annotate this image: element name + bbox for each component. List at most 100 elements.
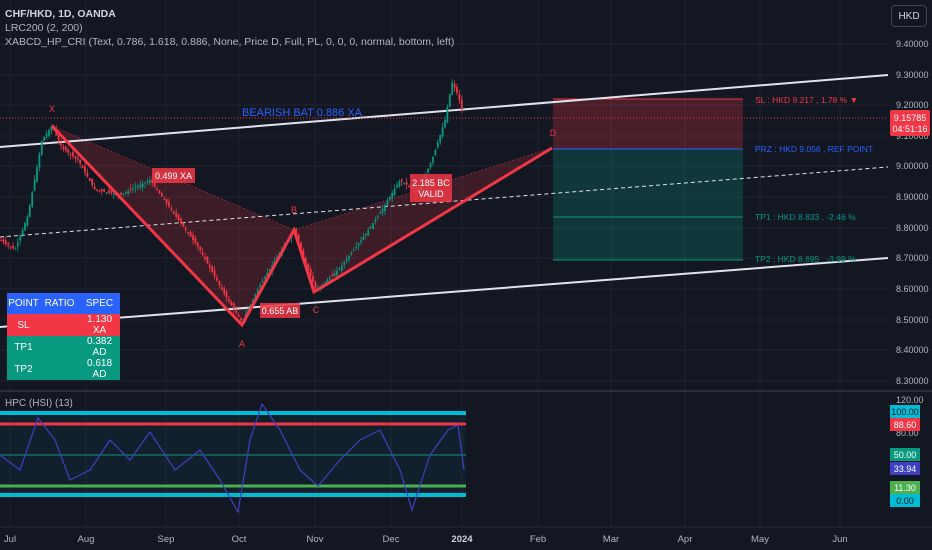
- time-label: Nov: [307, 534, 324, 545]
- candle-body: [76, 157, 79, 160]
- candle-body: [220, 287, 223, 290]
- price-axis[interactable]: 9.40000 9.30000 9.20000 9.00000 8.90000 …: [896, 39, 929, 386]
- ratio-bc-text: 2.185 BC: [412, 178, 450, 188]
- symbol-title[interactable]: CHF/HKD, 1D, OANDA: [5, 8, 116, 20]
- candle-body: [146, 181, 149, 183]
- candle-body: [254, 294, 257, 300]
- candle-body: [384, 205, 386, 211]
- osc-badge-text: 0.00: [896, 496, 914, 506]
- candle-body: [14, 248, 17, 250]
- candle-body: [172, 211, 175, 214]
- candle-body: [74, 156, 77, 159]
- candle-body: [120, 192, 122, 195]
- osc-badge-text: 33.94: [894, 464, 917, 474]
- candle-body: [345, 259, 348, 261]
- candle-body: [427, 168, 430, 173]
- table-row: TP2 0.618 AD: [7, 358, 120, 380]
- time-label: Mar: [603, 534, 619, 545]
- table-row: TP1 0.382 AD: [7, 336, 120, 358]
- header-cell: POINT: [7, 293, 40, 314]
- candle-body: [67, 149, 70, 153]
- candle-body: [216, 277, 218, 281]
- candle-body: [388, 197, 391, 200]
- candle-body: [367, 230, 370, 236]
- time-label: Jun: [832, 534, 847, 545]
- candle-body: [103, 189, 106, 192]
- candle-body: [458, 94, 461, 101]
- regression-lower-line[interactable]: [0, 257, 889, 328]
- candle-body: [360, 240, 362, 243]
- candle-body: [448, 93, 451, 107]
- candle-body: [153, 180, 156, 187]
- candle-body: [81, 165, 84, 169]
- candle-body: [36, 166, 38, 182]
- candle-body: [300, 242, 302, 251]
- candle-body: [139, 184, 142, 188]
- candle-body: [201, 252, 204, 255]
- candle-body: [192, 235, 194, 241]
- regression-upper-line[interactable]: [0, 74, 889, 148]
- candle-body: [374, 219, 377, 222]
- header-cell: RATIO: [40, 293, 79, 314]
- pattern-legs[interactable]: [50, 124, 553, 328]
- candle-body: [57, 134, 60, 141]
- ratio-ab-box: [260, 303, 300, 318]
- tp2-label: TP2 : HKD 8.695 , -3.99 %: [755, 254, 856, 264]
- candle-body: [340, 265, 343, 271]
- time-axis[interactable]: Jul Aug Sep Oct Nov Dec 2024 Feb Mar Apr…: [4, 534, 848, 545]
- point-d-label: D: [550, 128, 557, 138]
- price-tick: 8.70000: [896, 253, 929, 263]
- current-price-badge: [890, 110, 930, 136]
- currency-button[interactable]: HKD: [891, 5, 927, 27]
- candle-body: [91, 178, 94, 185]
- oscillator-line: [0, 402, 465, 514]
- candle-body: [7, 243, 10, 246]
- candle-body: [132, 188, 134, 190]
- candle-body: [331, 274, 334, 276]
- time-label: Feb: [530, 534, 546, 545]
- time-label: Oct: [232, 534, 247, 545]
- candle-body: [393, 189, 396, 196]
- candle-body: [314, 282, 317, 289]
- indicator-xabcd-legend[interactable]: XABCD_HP_CRI (Text, 0.786, 1.618, 0.886,…: [5, 36, 455, 48]
- candle-body: [398, 181, 401, 187]
- candle-body: [9, 246, 12, 248]
- candle-body: [182, 222, 185, 227]
- ratio-cell: [40, 336, 79, 358]
- time-label: May: [751, 534, 769, 545]
- candle-body: [343, 262, 346, 266]
- spec-table-header: POINT RATIO SPEC: [7, 293, 120, 314]
- price-tick: 9.30000: [896, 70, 929, 80]
- candle-body: [79, 159, 82, 164]
- candle-body: [261, 280, 264, 283]
- price-tick: 8.60000: [896, 284, 929, 294]
- candle-body: [297, 234, 300, 244]
- candle-body: [136, 186, 139, 188]
- indicator-lrc-legend[interactable]: LRC200 (2, 200): [5, 22, 83, 34]
- candle-body: [206, 256, 209, 264]
- candle-body: [199, 246, 202, 251]
- point-cell: SL: [7, 314, 40, 336]
- candle-body: [194, 237, 197, 244]
- candle-body: [326, 279, 329, 283]
- candle-body: [396, 185, 398, 188]
- osc-badge-current: [890, 462, 920, 475]
- candle-body: [302, 250, 305, 258]
- candle-body: [436, 142, 439, 148]
- ratio-xa-text: 0.499 XA: [155, 171, 192, 181]
- candle-body: [2, 239, 5, 243]
- candle-body: [230, 301, 233, 306]
- candle-body: [364, 233, 367, 236]
- candle-body: [348, 256, 350, 260]
- candle-body: [168, 201, 170, 207]
- candle-body: [208, 264, 211, 268]
- candle-body: [376, 215, 379, 218]
- oscillator-legend[interactable]: HPC (HSI) (13): [5, 398, 73, 409]
- candle-body: [26, 216, 29, 226]
- candle-body: [309, 268, 312, 277]
- candle-body: [264, 276, 266, 279]
- candle-body: [196, 242, 199, 247]
- candle-body: [391, 193, 394, 199]
- candle-body: [60, 142, 62, 146]
